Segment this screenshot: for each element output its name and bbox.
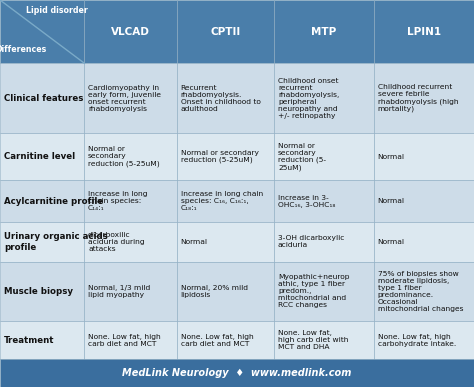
Bar (274, 180, 374, 222)
Bar (84, 133, 177, 180)
Bar (274, 222, 374, 262)
Text: dicarboxilic
aciduria during
attacks: dicarboxilic aciduria during attacks (88, 232, 145, 252)
Text: Normal: Normal (377, 198, 404, 204)
Bar (274, 63, 374, 133)
Bar (0, 133, 84, 180)
Text: 75% of biopsies show
moderate lipidosis,
type 1 fiber
predominance.
Occasional
m: 75% of biopsies show moderate lipidosis,… (377, 271, 463, 312)
Text: Urinary organic acids
profile: Urinary organic acids profile (4, 232, 108, 252)
Bar (374, 0, 474, 63)
Text: Lipid disorder: Lipid disorder (27, 6, 88, 15)
Text: 3-OH dicarboxylic
aciduria: 3-OH dicarboxylic aciduria (278, 235, 344, 248)
Text: LPIN1: LPIN1 (407, 27, 441, 37)
Bar (374, 321, 474, 359)
Bar (84, 0, 177, 63)
Text: VLCAD: VLCAD (111, 27, 150, 37)
Text: Normal: Normal (377, 239, 404, 245)
Bar (0, 321, 84, 359)
Bar (0, 180, 84, 222)
Text: None. Low fat,
high carb diet with
MCT and DHA: None. Low fat, high carb diet with MCT a… (278, 330, 348, 350)
Text: Treatment: Treatment (4, 336, 55, 345)
Bar (177, 222, 274, 262)
Text: None. Low fat, high
carb diet and MCT: None. Low fat, high carb diet and MCT (88, 334, 161, 347)
Text: Acylcarnitine profile: Acylcarnitine profile (4, 197, 103, 205)
Bar (274, 262, 374, 321)
Bar (274, 0, 374, 63)
Bar (177, 321, 274, 359)
Text: Cardiomyopathy in
early form, juvenile
onset recurrent
rhabdomyolysis: Cardiomyopathy in early form, juvenile o… (88, 85, 161, 111)
Bar (177, 133, 274, 180)
Text: Childhood recurrent
severe febrile
rhabdomyolysis (high
mortality): Childhood recurrent severe febrile rhabd… (377, 84, 458, 112)
Bar (177, 63, 274, 133)
Text: Differences: Differences (0, 45, 47, 53)
Text: Increase in long chain
species: C₁₆, C₁₆:₁,
C₁₈:₁: Increase in long chain species: C₁₆, C₁₆… (181, 191, 263, 211)
Text: None. Low fat, high
carb diet and MCT: None. Low fat, high carb diet and MCT (181, 334, 254, 347)
Bar (0, 359, 474, 387)
Bar (84, 63, 177, 133)
Text: Normal or secondary
reduction (5-25uM): Normal or secondary reduction (5-25uM) (181, 150, 259, 163)
Text: Childhood onset
recurrent
rhabdomyolysis,
peripheral
neuropathy and
+/- retinopa: Childhood onset recurrent rhabdomyolysis… (278, 78, 339, 119)
Bar (0, 262, 84, 321)
Bar (374, 63, 474, 133)
Bar (274, 133, 374, 180)
Bar (84, 180, 177, 222)
Text: MedLink Neurology  ♦  www.medlink.com: MedLink Neurology ♦ www.medlink.com (122, 368, 352, 378)
Bar (0, 63, 84, 133)
Text: Normal or
secondary
reduction (5-
25uM): Normal or secondary reduction (5- 25uM) (278, 142, 326, 171)
Text: Increase in 3-
OHC₁₆, 3-OHC₁₈: Increase in 3- OHC₁₆, 3-OHC₁₈ (278, 195, 335, 207)
Text: Normal: Normal (181, 239, 208, 245)
Text: Recurrent
rhabdomyolysis.
Onset in childhood to
adulthood: Recurrent rhabdomyolysis. Onset in child… (181, 85, 261, 111)
Bar (84, 321, 177, 359)
Text: None. Low fat, high
carbohydrate intake.: None. Low fat, high carbohydrate intake. (377, 334, 456, 347)
Text: Clinical features: Clinical features (4, 94, 83, 103)
Text: Normal, 1/3 mild
lipid myopathy: Normal, 1/3 mild lipid myopathy (88, 285, 150, 298)
Bar (374, 133, 474, 180)
Text: Increase in long
chain species:
C₁₄:₁: Increase in long chain species: C₁₄:₁ (88, 191, 147, 211)
Text: Muscle biopsy: Muscle biopsy (4, 287, 73, 296)
Text: Normal or
secondary
reduction (5-25uM): Normal or secondary reduction (5-25uM) (88, 146, 160, 167)
Bar (0, 222, 84, 262)
Bar (374, 180, 474, 222)
Text: Carnitine level: Carnitine level (4, 152, 75, 161)
Text: MTP: MTP (311, 27, 337, 37)
Text: Normal, 20% mild
lipidosis: Normal, 20% mild lipidosis (181, 285, 248, 298)
Text: Myopathic+neurop
athic, type 1 fiber
predom.,
mitochondrial and
RCC changes: Myopathic+neurop athic, type 1 fiber pre… (278, 274, 349, 308)
Bar (274, 321, 374, 359)
Bar (374, 222, 474, 262)
Bar (177, 262, 274, 321)
Bar (84, 222, 177, 262)
Bar (177, 180, 274, 222)
Bar (84, 262, 177, 321)
Bar (177, 0, 274, 63)
Bar (0, 0, 84, 63)
Text: Normal: Normal (377, 154, 404, 159)
Text: CPTII: CPTII (210, 27, 240, 37)
Bar (374, 262, 474, 321)
